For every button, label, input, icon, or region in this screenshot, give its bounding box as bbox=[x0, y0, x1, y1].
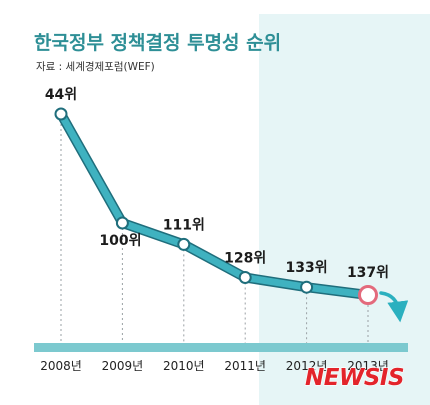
x-tick-label: 2013년 bbox=[347, 359, 389, 373]
data-point bbox=[115, 216, 129, 230]
value-label: 44위 bbox=[45, 87, 77, 103]
newsis-watermark: NEWSIS bbox=[305, 365, 404, 391]
chart-title: 한국정부 정책결정 투명성 순위 bbox=[34, 32, 281, 54]
data-point bbox=[177, 237, 191, 251]
x-tick-label: 2008년 bbox=[40, 359, 82, 373]
x-tick-label: 2010년 bbox=[163, 359, 205, 373]
x-tick-label: 2012년 bbox=[286, 359, 328, 373]
data-point bbox=[238, 270, 252, 284]
value-label: 137위 bbox=[347, 265, 389, 281]
x-tick-label: 2009년 bbox=[102, 359, 144, 373]
x-tick-labels: 2008년 2009년 2010년 2011년 2012년 2013년 bbox=[40, 359, 389, 373]
data-point bbox=[300, 280, 314, 294]
series-line bbox=[57, 110, 372, 299]
value-label: 111위 bbox=[163, 217, 205, 233]
value-label: 128위 bbox=[224, 250, 266, 266]
down-arrow-icon bbox=[379, 291, 409, 323]
chart-source: 자료 : 세계경제포럼(WEF) bbox=[36, 60, 155, 73]
value-label: 133위 bbox=[286, 260, 328, 276]
guide-lines bbox=[60, 114, 369, 343]
data-point bbox=[54, 107, 68, 121]
x-axis-band bbox=[34, 343, 408, 352]
data-points bbox=[54, 107, 378, 305]
highlight-shade bbox=[259, 14, 430, 405]
data-point-highlight bbox=[358, 285, 378, 305]
x-tick-label: 2011년 bbox=[224, 359, 266, 373]
value-label: 100위 bbox=[99, 233, 141, 249]
value-labels: 44위 100위 111위 128위 133위 137위 bbox=[45, 87, 389, 281]
